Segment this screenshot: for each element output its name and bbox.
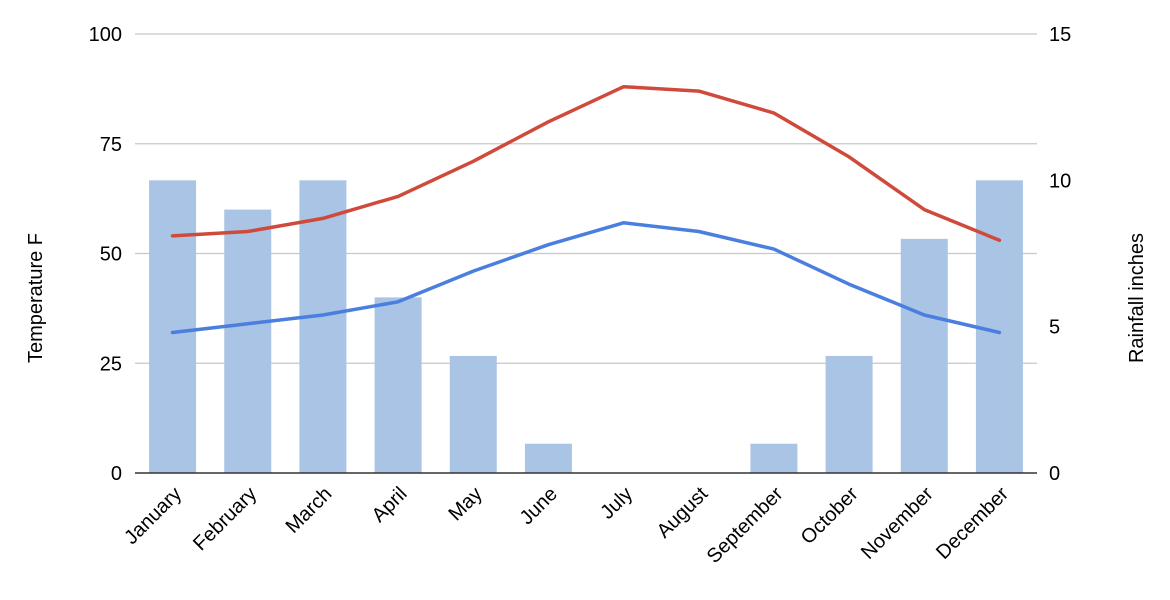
right-axis-title: Rainfall inches	[1126, 233, 1148, 363]
category-label: December	[932, 483, 1013, 564]
rainfall-bars	[149, 180, 1023, 474]
category-label: January	[120, 483, 186, 549]
category-label: August	[653, 483, 713, 543]
left-tick-label: 75	[100, 134, 122, 156]
rainfall-bar	[750, 443, 798, 473]
rainfall-bar	[449, 355, 497, 473]
category-label: March	[282, 483, 337, 538]
right-axis-ticks: 0 5 10 15	[1049, 24, 1071, 485]
rainfall-bar	[374, 297, 422, 473]
rainfall-bar	[975, 180, 1023, 474]
left-axis-ticks: 0 25 50 75 100	[89, 24, 122, 485]
right-tick-label: 0	[1049, 463, 1060, 485]
category-label: May	[445, 483, 487, 525]
category-labels: January February March April May June July Augu…	[120, 483, 1013, 568]
temperature-lines	[170, 84, 1002, 335]
category-label: July	[596, 483, 637, 524]
rainfall-bar	[149, 180, 197, 474]
category-label: February	[189, 483, 261, 555]
right-tick-label: 15	[1049, 24, 1071, 46]
left-tick-label: 0	[111, 463, 122, 485]
category-label: April	[368, 483, 412, 527]
temperature-line-red	[170, 84, 1002, 243]
right-tick-label: 5	[1049, 317, 1060, 339]
rainfall-bar	[299, 180, 347, 474]
category-label: October	[797, 483, 863, 549]
category-label: September	[703, 483, 788, 568]
right-tick-label: 10	[1049, 170, 1071, 192]
left-axis-title: Temperature F	[25, 233, 47, 363]
rainfall-bar	[224, 209, 272, 473]
category-label: June	[516, 483, 562, 529]
rainfall-bar	[900, 238, 948, 473]
left-tick-label: 100	[89, 24, 122, 46]
left-tick-label: 50	[100, 244, 122, 266]
category-label: November	[857, 483, 938, 564]
temperature-line-blue	[170, 221, 1002, 335]
gridlines	[135, 33, 1037, 364]
rainfall-bar	[524, 443, 572, 473]
left-tick-label: 25	[100, 353, 122, 375]
rainfall-bar	[825, 355, 873, 473]
